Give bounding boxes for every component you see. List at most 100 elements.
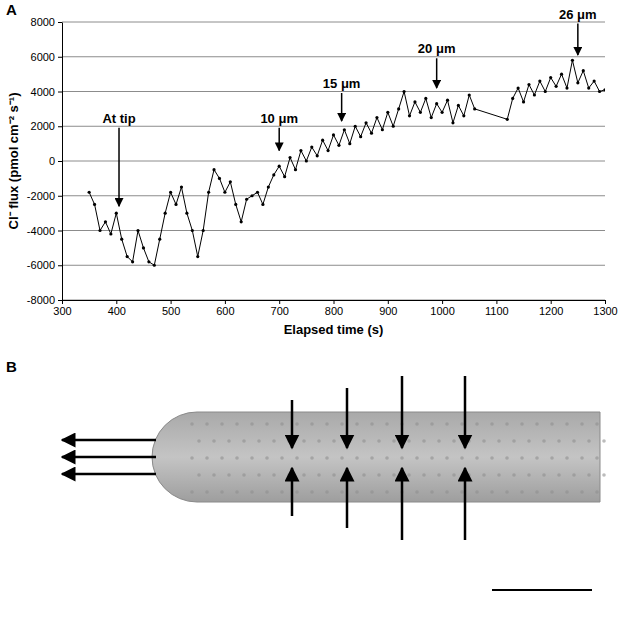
data-point	[104, 220, 107, 223]
tick-mark	[58, 231, 62, 232]
texture-dot	[602, 439, 606, 443]
data-point	[240, 220, 243, 223]
data-point	[468, 93, 471, 96]
texture-dot	[250, 422, 254, 426]
tick-mark	[58, 196, 62, 197]
texture-dot	[467, 439, 471, 443]
tick-mark	[58, 161, 62, 162]
texture-dot	[407, 439, 411, 443]
tick-label: 300	[53, 305, 71, 317]
tick-label: 1200	[539, 305, 563, 317]
texture-dot	[280, 422, 284, 426]
texture-dot	[400, 456, 404, 460]
data-point	[587, 86, 590, 89]
texture-dot	[415, 422, 419, 426]
tick: 400	[108, 300, 126, 317]
texture-dot	[490, 456, 494, 460]
annotation-arrow	[278, 128, 280, 151]
data-point	[435, 102, 438, 105]
grid-line	[62, 161, 605, 162]
texture-dot	[430, 490, 434, 494]
tick: 700	[271, 300, 289, 317]
texture-dot	[250, 456, 254, 460]
data-point	[256, 191, 259, 194]
influx-arrow	[346, 468, 349, 528]
texture-dot	[287, 473, 291, 477]
texture-dot	[475, 422, 479, 426]
grid-line	[62, 22, 605, 23]
texture-dot	[505, 422, 509, 426]
tube-texture	[190, 422, 606, 494]
data-point	[593, 79, 596, 82]
data-point	[413, 100, 416, 103]
texture-dot	[520, 490, 524, 494]
data-point	[229, 180, 232, 183]
data-point	[98, 229, 101, 232]
y-axis: -8000-6000-4000-200002000400060008000	[27, 16, 63, 306]
tick: 1200	[539, 300, 563, 317]
tick: -6000	[27, 259, 62, 271]
tick: 1300	[593, 300, 617, 317]
data-point	[131, 260, 134, 263]
scale-bar	[492, 589, 592, 591]
texture-dot	[220, 456, 224, 460]
efflux-arrow	[62, 473, 156, 476]
data-point	[120, 238, 123, 241]
texture-dot	[580, 456, 584, 460]
axis-line	[62, 23, 63, 301]
tick: -2000	[27, 190, 62, 202]
data-point	[560, 73, 563, 76]
influx-arrow	[291, 400, 294, 448]
grid	[62, 22, 605, 300]
texture-dot	[415, 490, 419, 494]
data-point	[288, 156, 291, 159]
data-point	[424, 97, 427, 100]
data-point	[299, 149, 302, 152]
data-point	[549, 76, 552, 79]
data-point	[147, 260, 150, 263]
efflux-arrow	[62, 456, 156, 459]
texture-dot	[235, 490, 239, 494]
data-point	[517, 86, 520, 89]
influx-arrow	[346, 388, 349, 448]
annotation-arrow	[118, 128, 120, 206]
annotation-label: 15 μm	[323, 76, 361, 91]
texture-dot	[430, 456, 434, 460]
texture-dot	[535, 490, 539, 494]
data-point	[506, 118, 509, 121]
influx-arrow	[464, 376, 467, 448]
texture-dot	[407, 473, 411, 477]
data-point	[136, 229, 139, 232]
data-point	[457, 104, 460, 107]
texture-dot	[302, 439, 306, 443]
efflux-arrow	[62, 439, 156, 442]
texture-dot	[287, 439, 291, 443]
data-point	[283, 175, 286, 178]
texture-dot	[437, 439, 441, 443]
data-point	[603, 88, 605, 91]
x-axis-title: Elapsed time (s)	[284, 322, 384, 337]
data-point	[267, 185, 270, 188]
data-point	[115, 212, 118, 215]
data-point	[576, 81, 579, 84]
texture-dot	[542, 439, 546, 443]
data-point	[571, 59, 574, 62]
grid-line	[62, 91, 605, 92]
texture-dot	[475, 456, 479, 460]
data-point	[381, 128, 384, 131]
texture-dot	[527, 439, 531, 443]
texture-dot	[482, 473, 486, 477]
data-point	[348, 142, 351, 145]
texture-dot	[235, 422, 239, 426]
texture-dot	[370, 456, 374, 460]
texture-dot	[452, 473, 456, 477]
texture-dot	[422, 473, 426, 477]
data-point	[278, 165, 281, 168]
tick: 500	[162, 300, 180, 317]
tick-label: 800	[325, 305, 343, 317]
texture-dot	[445, 490, 449, 494]
texture-dot	[295, 456, 299, 460]
data-point	[408, 114, 411, 117]
y-axis-title: Cl⁻ flux (pmol cm⁻² s⁻¹)	[6, 93, 21, 230]
data-point	[126, 255, 129, 258]
